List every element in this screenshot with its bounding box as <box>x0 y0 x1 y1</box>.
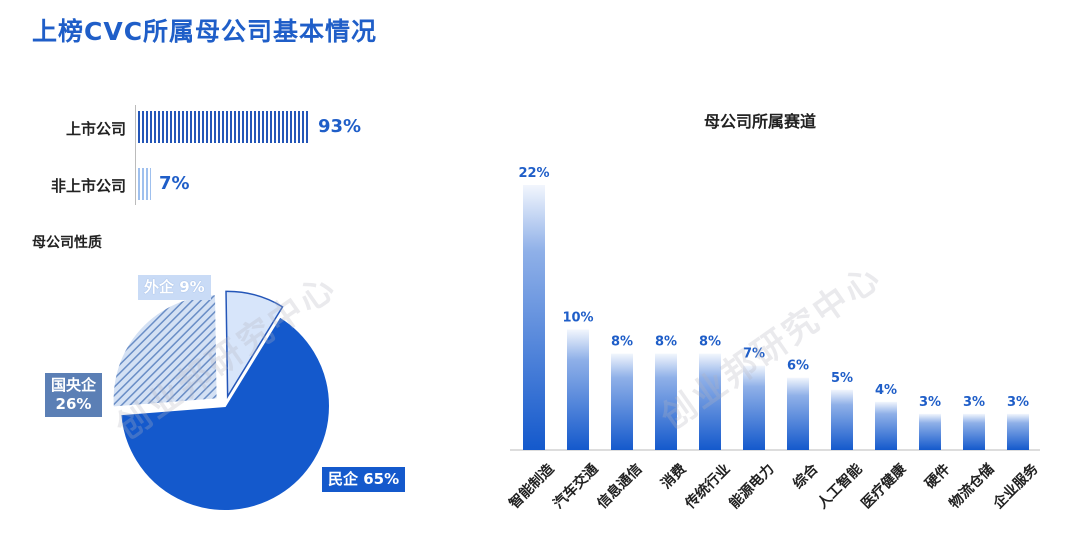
x-tick-label: 传统行业 <box>682 461 734 513</box>
bar-企业服务 <box>1007 413 1029 450</box>
bar-物流仓储 <box>963 413 985 450</box>
pie-slice-foreign <box>225 290 284 399</box>
bar-消费 <box>655 353 677 450</box>
bar-汽车交通 <box>567 329 589 450</box>
bar-人工智能 <box>831 389 853 450</box>
bar-综合 <box>787 377 809 450</box>
bar-信息通信 <box>611 353 633 450</box>
data-label-综合: 6% <box>787 359 809 374</box>
pie-section-label: 母公司性质 <box>32 235 102 251</box>
bar-医疗健康 <box>875 401 897 450</box>
x-tick-label: 能源电力 <box>726 461 778 513</box>
x-tick-label: 医疗健康 <box>858 461 910 513</box>
bar-传统行业 <box>699 353 721 450</box>
pie-slice-state <box>111 293 219 409</box>
listed-value: 93% <box>318 116 362 137</box>
pie-label-foreign: 外企 9% <box>138 275 211 300</box>
listing-axis-line <box>135 105 136 205</box>
x-tick-label: 消费 <box>658 461 690 493</box>
chart-title: 母公司所属赛道 <box>703 112 816 131</box>
pie-chart <box>111 290 331 512</box>
pie-label-state: 国央企 26% <box>45 373 103 417</box>
data-label-医疗健康: 4% <box>875 383 897 398</box>
data-label-汽车交通: 10% <box>562 311 593 326</box>
data-label-信息通信: 8% <box>611 335 633 350</box>
bar-能源电力 <box>743 365 765 450</box>
bar-硬件 <box>919 413 941 450</box>
data-label-消费: 8% <box>655 335 677 350</box>
x-tick-label: 综合 <box>790 461 822 493</box>
x-tick-label: 企业服务 <box>990 461 1042 513</box>
x-tick-label: 物流仓储 <box>946 461 998 513</box>
x-axis-labels: 智能制造 汽车交通 信息通信 消费 传统行业 能源电力 综合 人工智能 医疗健康 硬件 物流仓储 企业… <box>505 455 1065 545</box>
x-tick-label: 人工智能 <box>814 461 866 513</box>
data-label-人工智能: 5% <box>831 371 853 386</box>
listed-label: 上市公司 <box>65 120 126 138</box>
bar-智能制造 <box>523 185 545 450</box>
x-tick-label: 汽车交通 <box>550 461 602 513</box>
listed-bar <box>138 111 310 143</box>
x-tick-label: 硬件 <box>922 461 954 493</box>
unlisted-value: 7% <box>159 173 190 194</box>
unlisted-label: 非上市公司 <box>50 177 126 195</box>
unlisted-bar <box>138 168 151 200</box>
data-label-企业服务: 3% <box>1007 395 1029 410</box>
data-label-传统行业: 8% <box>699 335 721 350</box>
data-label-物流仓储: 3% <box>963 395 985 410</box>
x-tick-label: 信息通信 <box>594 461 646 513</box>
data-label-智能制造: 22% <box>518 166 549 181</box>
pie-slice-private <box>119 315 331 512</box>
bar-chart: 22% 10% 8% 8% 8% 7% 6% 5% 4% 3% 3% 3% <box>510 166 1040 451</box>
page-title: 上榜CVC所属母公司基本情况 <box>32 17 378 46</box>
data-label-硬件: 3% <box>919 395 941 410</box>
data-label-能源电力: 7% <box>743 347 765 362</box>
x-tick-label: 智能制造 <box>506 461 558 513</box>
pie-label-private: 民企 65% <box>322 467 406 492</box>
